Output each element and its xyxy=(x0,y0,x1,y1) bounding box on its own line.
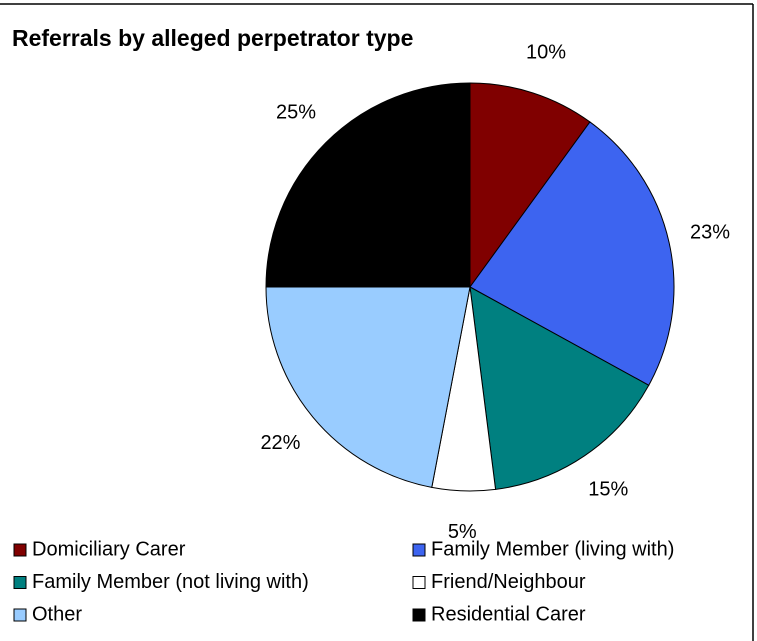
legend-swatch xyxy=(13,576,27,589)
pie-slice xyxy=(265,82,471,288)
slice-label: 5% xyxy=(448,521,477,543)
slice-label: 22% xyxy=(260,432,300,454)
legend-label: Residential Carer xyxy=(431,603,586,625)
pie-slice xyxy=(265,286,471,488)
legend-swatch xyxy=(13,543,27,557)
legend-label: Friend/Neighbour xyxy=(431,571,586,593)
legend-label: Family Member (not living with) xyxy=(32,571,309,593)
legend-label: Family Member (living with) xyxy=(431,538,674,560)
slice-label: 23% xyxy=(690,222,730,244)
slice-label: 10% xyxy=(526,41,566,63)
pie-slice xyxy=(469,82,591,289)
pie-slice xyxy=(469,286,650,490)
chart-title: Referrals by alleged perpetrator type xyxy=(12,25,413,51)
legend-swatch xyxy=(13,608,27,622)
slice-label: 25% xyxy=(276,101,316,123)
slice-label: 15% xyxy=(588,479,628,501)
legend-swatch xyxy=(412,608,426,622)
legend-swatch xyxy=(412,543,426,557)
pie-slice xyxy=(469,121,675,386)
legend-label: Other xyxy=(32,603,82,625)
legend-label: Domiciliary Carer xyxy=(32,538,186,560)
legend-swatch xyxy=(412,576,426,589)
